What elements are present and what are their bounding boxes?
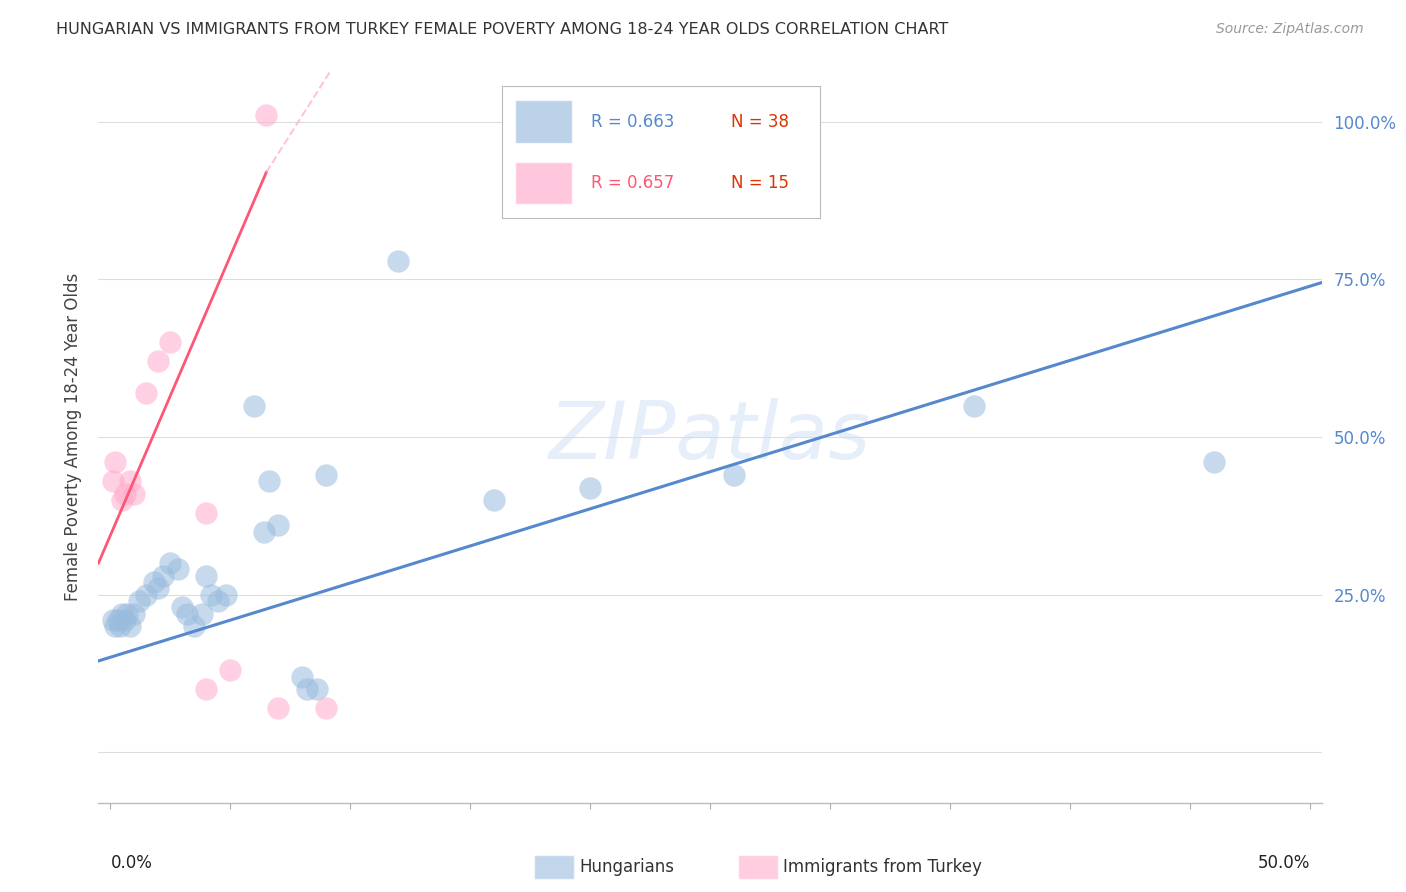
Text: Immigrants from Turkey: Immigrants from Turkey [783,858,981,876]
Text: Source: ZipAtlas.com: Source: ZipAtlas.com [1216,22,1364,37]
Point [200,588,222,602]
Text: HUNGARIAN VS IMMIGRANTS FROM TURKEY FEMALE POVERTY AMONG 18-24 YEAR OLDS CORRELA: HUNGARIAN VS IMMIGRANTS FROM TURKEY FEMA… [56,22,949,37]
Point [195,682,218,697]
Text: 0.0%: 0.0% [111,854,152,872]
Point [295,682,318,697]
Point [195,506,218,520]
Point [111,607,134,621]
Point [118,619,141,633]
Point [1202,455,1225,469]
Point [108,619,131,633]
Point [387,253,409,268]
Point [207,594,229,608]
Text: Hungarians: Hungarians [579,858,675,876]
Point [257,474,280,488]
Y-axis label: Female Poverty Among 18-24 Year Olds: Female Poverty Among 18-24 Year Olds [63,273,82,601]
Point [115,607,138,621]
Point [482,493,505,508]
Point [254,108,277,122]
Point [148,354,170,368]
Point [124,487,146,501]
Point [111,493,134,508]
Point [183,619,205,633]
Point [267,518,290,533]
Point [124,607,146,621]
Point [253,524,276,539]
Text: 50.0%: 50.0% [1257,854,1309,872]
Point [159,556,181,570]
Point [305,682,328,697]
Point [195,569,218,583]
Point [104,455,127,469]
Point [135,386,157,401]
Point [114,487,136,501]
Point [128,594,150,608]
Point [219,664,242,678]
Point [172,600,194,615]
Point [118,474,141,488]
Point [963,399,986,413]
Point [152,569,174,583]
Point [579,481,602,495]
Point [176,607,198,621]
Point [101,613,124,627]
Point [267,701,290,715]
Point [166,562,188,576]
Point [107,613,129,627]
Point [190,607,212,621]
Point [114,613,136,627]
Point [159,335,181,350]
Point [723,467,745,482]
Point [243,399,266,413]
Point [214,588,236,602]
Point [104,619,127,633]
Point [101,474,124,488]
Point [315,701,337,715]
Point [148,582,170,596]
Point [315,467,337,482]
Point [142,575,165,590]
Point [135,588,157,602]
Point [291,670,314,684]
Text: ZIPatlas: ZIPatlas [548,398,872,476]
